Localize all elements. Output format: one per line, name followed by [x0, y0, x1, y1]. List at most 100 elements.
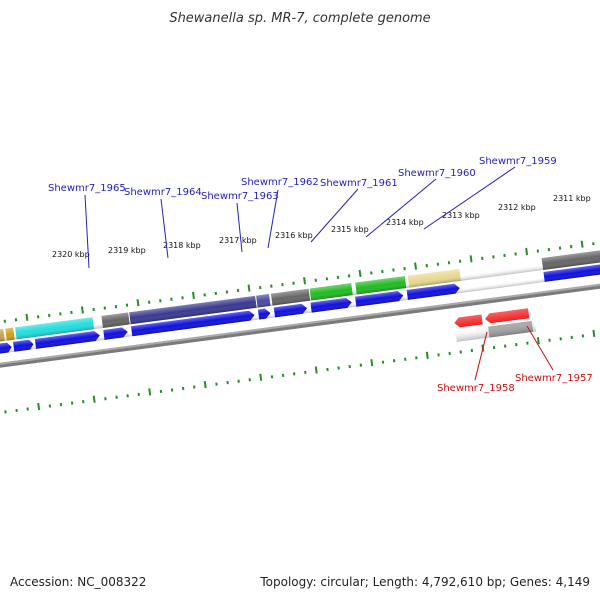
tick-minor — [70, 310, 73, 315]
gene-label[interactable]: Shewmr7_1961 — [320, 178, 398, 189]
leader-line — [423, 166, 516, 230]
tick-minor — [193, 385, 196, 389]
tick-major — [80, 306, 84, 314]
tick-minor — [326, 367, 329, 372]
leader-line — [474, 331, 488, 381]
gene-label[interactable]: Shewmr7_1957 — [515, 373, 593, 384]
bottom-gene-labels: Shewmr7_1958 Shewmr7_1957 — [437, 325, 593, 394]
gene-box[interactable] — [355, 276, 407, 295]
cds-arrow-reverse[interactable] — [484, 308, 530, 324]
tick-minor — [36, 315, 40, 319]
kbp-label: 2318 kbp — [163, 241, 201, 250]
tick-minor — [470, 348, 474, 353]
cds-arrow[interactable] — [273, 303, 308, 318]
tick-minor — [214, 291, 218, 296]
cds-arrow[interactable] — [0, 342, 12, 356]
kbp-label: 2313 kbp — [442, 211, 480, 220]
tick-minor — [159, 299, 162, 303]
tick-minor — [526, 341, 529, 345]
tick-major — [525, 247, 529, 256]
kbp-label: 2315 kbp — [331, 225, 369, 234]
tick-minor — [536, 249, 540, 253]
gene-label[interactable]: Shewmr7_1964 — [124, 187, 202, 198]
tick-minor — [503, 253, 506, 258]
tick-minor — [159, 389, 163, 394]
tick-minor — [170, 297, 173, 301]
tick-minor — [570, 335, 573, 339]
gene-box[interactable] — [5, 327, 15, 341]
kbp-label: 2317 kbp — [219, 236, 257, 245]
tick-minor — [125, 303, 129, 307]
tick-major — [370, 359, 374, 367]
tick-minor — [447, 261, 451, 265]
gene-label[interactable]: Shewmr7_1960 — [398, 168, 476, 179]
tick-minor — [281, 283, 284, 287]
tick-minor — [514, 252, 517, 256]
gene-box-reverse[interactable] — [488, 320, 534, 338]
accession-text: Accession: NC_008322 — [10, 575, 146, 589]
leader-line — [267, 189, 279, 249]
cds-arrow[interactable] — [257, 308, 271, 320]
gene-box[interactable] — [270, 288, 311, 306]
reverse-gene-track — [453, 307, 537, 342]
tick-minor — [503, 344, 507, 348]
leader-line — [236, 202, 243, 253]
tick-minor — [293, 372, 296, 376]
tick-minor — [92, 307, 95, 312]
tick-minor — [126, 394, 129, 398]
tick-minor — [592, 242, 595, 246]
tick-minor — [458, 259, 462, 263]
gene-label[interactable]: Shewmr7_1962 — [241, 177, 319, 188]
tick-minor — [359, 363, 363, 367]
tick-minor — [569, 245, 573, 249]
tick-minor — [115, 395, 118, 399]
gene-box[interactable] — [0, 328, 5, 344]
tick-minor — [226, 381, 229, 385]
tick-minor — [559, 337, 562, 341]
tick-minor — [215, 382, 218, 386]
kbp-label: 2319 kbp — [108, 246, 146, 255]
tick-minor — [437, 353, 440, 357]
tick-major — [25, 313, 29, 321]
tick-major — [358, 269, 362, 278]
gene-label[interactable]: Shewmr7_1965 — [48, 183, 126, 194]
tick-minor — [26, 407, 29, 411]
tick-major — [469, 255, 473, 263]
tick-minor — [237, 379, 240, 383]
gene-label[interactable]: Shewmr7_1959 — [479, 156, 557, 167]
leader-line — [160, 198, 169, 259]
tick-minor — [4, 410, 7, 414]
tick-major — [192, 291, 195, 299]
gene-box[interactable] — [309, 283, 353, 301]
gene-label[interactable]: Shewmr7_1963 — [201, 191, 279, 202]
tick-minor — [82, 400, 85, 404]
map-title: Shewanella sp. MR-7, complete genome — [169, 11, 430, 26]
cds-arrow-reverse[interactable] — [454, 314, 483, 328]
cds-arrow[interactable] — [103, 327, 128, 340]
tick-minor — [137, 392, 140, 396]
tick-minor — [448, 351, 451, 356]
tick-minor — [48, 313, 51, 317]
tick-minor — [14, 318, 18, 322]
tick-minor — [548, 338, 551, 342]
gene-box[interactable] — [101, 312, 130, 328]
cds-arrow[interactable] — [13, 339, 34, 352]
tick-minor — [492, 255, 495, 259]
tick-minor — [48, 404, 52, 408]
tick-minor — [3, 319, 7, 323]
tick-minor — [459, 350, 462, 354]
tick-minor — [59, 402, 63, 407]
tick-minor — [481, 256, 484, 260]
tick-minor — [547, 247, 551, 252]
tick-minor — [581, 334, 585, 338]
tick-minor — [336, 275, 340, 279]
gene-box[interactable] — [256, 294, 271, 308]
gene-label[interactable]: Shewmr7_1958 — [437, 383, 515, 394]
tick-major — [136, 299, 140, 307]
tick-major — [37, 402, 41, 411]
tick-minor — [558, 246, 562, 250]
tick-minor — [248, 378, 251, 382]
tick-minor — [348, 364, 351, 369]
forward-cds-track — [0, 258, 600, 356]
tick-minor — [337, 366, 340, 370]
